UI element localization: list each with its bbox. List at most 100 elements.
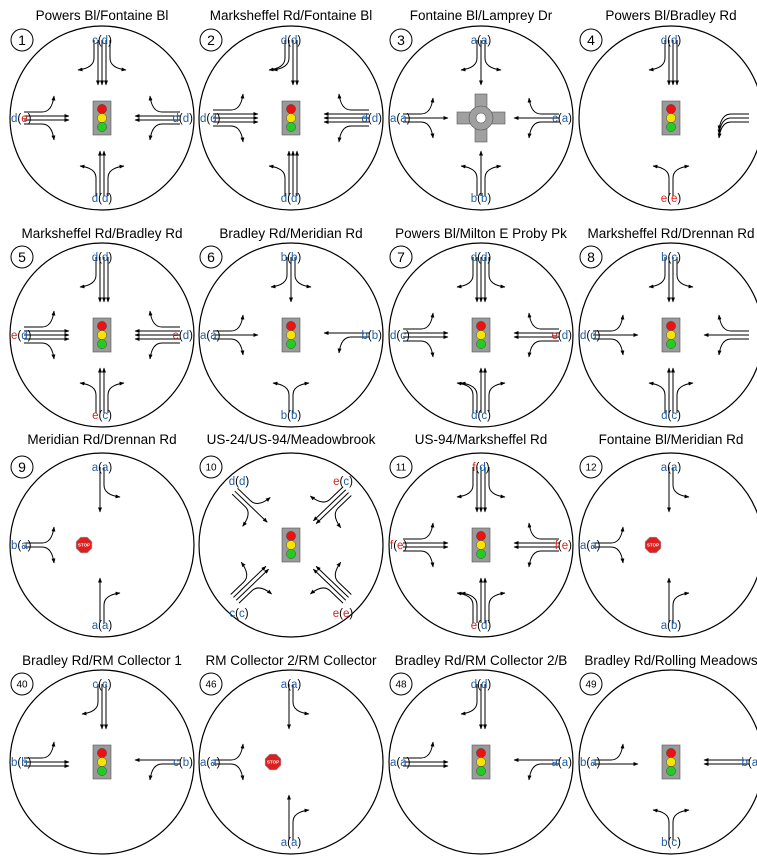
label-part: d [661,410,667,422]
label-part: ) [378,113,382,125]
intersection-number: 8 [587,249,595,265]
movement-level-label: a(a) [390,113,411,125]
label-part: ) [108,193,112,205]
turn-movement-arrow [79,381,97,413]
movement-level-label: a(a) [661,462,682,474]
turn-movement-arrow [672,467,690,499]
turn-movement-arrow [148,342,180,360]
movement-level-label: b(b) [11,757,32,769]
movement-level-label: a(a) [471,35,492,47]
label-part: ) [407,113,411,125]
turn-movement-arrow [460,40,478,72]
label-part: e [333,608,339,620]
intersection-number-badge [389,28,413,52]
intersection-title: Marksheffel Rd/Bradley Rd [21,226,182,241]
label-part: ) [349,476,353,488]
intersection-panel: Bradley Rd/RM Collector 140 c(c)c(b)b(b) [9,653,195,855]
label-part: b [661,837,667,849]
turn-movement-arrow [79,164,97,196]
intersection-title: Marksheffel Rd/Fontaine Bl [210,8,373,23]
label-part: ) [245,608,249,620]
intersection-title: Marksheffel Rd/Drennan Rd [587,226,754,241]
turn-movement-arrow [460,684,478,716]
movement-level-label: a(a) [580,540,601,552]
turn-movement-arrow [593,743,625,761]
label-part: ) [486,462,490,474]
label-part: d [200,113,206,125]
turn-movement-arrow [103,467,121,499]
turn-movement-arrow [403,522,435,540]
intersection-panel: Bradley Rd/Meridian Rd6 b(b)a(a) b(b)b(b) [198,226,384,428]
turn-movement-arrow [230,561,248,595]
label-part: ) [217,113,221,125]
intersection-panel: Fontaine Bl/Lamprey Dr3 a(a)a(a) c(a)b(b) [388,8,574,211]
movement-level-label: d(d) [471,679,492,691]
movement-level-label: b(a) [742,757,757,769]
label-part: ( [476,462,480,474]
label-part: c [481,410,487,422]
label-part: d [102,35,108,47]
label-part: ) [217,757,221,769]
label-part: a [562,757,569,769]
movement-level-label: a(a) [390,757,411,769]
label-part: ) [487,679,491,691]
turn-movement-arrow [527,312,559,330]
label-part: ( [98,252,102,264]
turn-movement-arrow [460,164,478,196]
label-part: ( [477,410,481,422]
label-part: d [580,330,586,342]
turn-movement-arrow [484,40,502,72]
movement-level-label: a(a) [281,679,302,691]
movement-level-label: d(d) [362,113,383,125]
movement-level-label: e(c) [333,476,353,488]
label-part: ( [586,330,590,342]
label-part: a [400,113,407,125]
turn-movement-arrow [717,338,749,356]
label-part: ( [667,252,671,264]
label-part: a [291,837,298,849]
turn-movement-arrow [484,164,502,196]
movement-level-label: b(c) [661,252,681,264]
traffic-signal-icon [281,100,301,136]
label-part: e [552,330,558,342]
movement-level-label: e(e) [333,608,354,620]
intersection-panel: Bradley Rd/RM Collector 2/B48 d(d)a(a)a(a… [388,653,574,855]
intersection-title: Fontaine Bl/Meridian Rd [599,432,744,447]
turn-movement-arrow [309,587,344,604]
intersection-number-badge [10,245,34,269]
traffic-signal-icon [471,527,491,563]
turn-movement-arrow [24,310,56,328]
intersection-number: 7 [397,249,405,265]
label-part: c [343,476,349,488]
movement-level-label: a(b) [661,620,682,632]
label-part: a [661,462,668,474]
label-part: d [471,252,477,264]
label-part: c [671,837,677,849]
label-part: d [21,330,27,342]
label-part: d [92,193,98,205]
intersection-panel: Marksheffel Rd/Fontaine Bl2 d(d)d(d) d(d)d… [198,8,384,211]
label-part: d [362,113,368,125]
label-part: d [481,620,487,632]
turn-movement-arrow [676,381,694,413]
intersection-circle [198,669,384,855]
intersection-number: 40 [16,680,28,691]
turn-movement-arrow [337,125,369,143]
movement-level-label: f(e) [555,540,572,552]
label-part: ( [477,620,481,632]
label-part: ) [597,540,601,552]
movement-level-label: d(c) [471,410,491,422]
turn-movement-arrow [233,565,267,598]
label-part: d [661,35,667,47]
intersection-number-badge [10,672,34,696]
movement-level-label: c(c) [229,608,248,620]
label-part: ( [558,540,562,552]
intersection-number-badge [199,455,223,479]
label-part: d [372,113,378,125]
label-part: a [481,35,488,47]
label-part: a [661,620,668,632]
movement-level-label: b(c) [661,837,681,849]
label-part: e [471,620,477,632]
